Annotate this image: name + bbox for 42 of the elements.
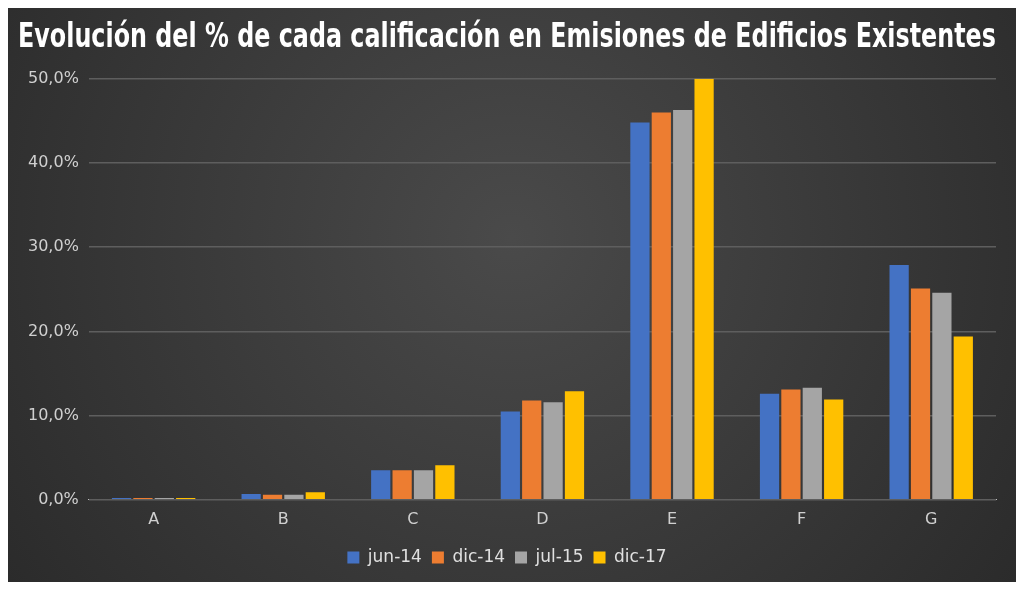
x-tick-label: C [407, 508, 419, 528]
bar [824, 399, 844, 500]
x-tick-label: D [536, 508, 549, 528]
legend-label: jul-15 [534, 545, 584, 566]
bar [543, 402, 563, 500]
legend-label: jun-14 [366, 545, 422, 566]
chart-title: Evolución del % de cada calificación en Emisiones de Edificios Existentes [18, 15, 996, 56]
bar [371, 470, 391, 500]
bar [630, 122, 650, 500]
x-tick-label: E [666, 508, 678, 528]
bar [781, 389, 801, 500]
legend-label: dic-14 [452, 545, 506, 566]
legend-label: dic-17 [614, 545, 667, 566]
bar [910, 288, 931, 500]
x-tick-label: F [797, 508, 807, 528]
bar [392, 470, 412, 500]
bar [435, 465, 455, 500]
bar [694, 78, 714, 500]
y-tick-label: 40,0% [28, 152, 79, 172]
bar [673, 109, 693, 500]
bar [564, 391, 585, 500]
bar [305, 492, 325, 500]
bar [953, 336, 973, 500]
y-tick-label: 10,0% [28, 404, 79, 424]
bar [262, 494, 283, 500]
bar [413, 470, 434, 500]
x-tick-label: G [925, 508, 938, 528]
y-tick-label: 20,0% [28, 320, 79, 340]
bar [802, 387, 822, 500]
bar [522, 400, 542, 500]
y-tick-label: 0,0% [38, 488, 79, 508]
x-tick-label: B [277, 508, 289, 528]
bar [651, 112, 671, 500]
bar [759, 393, 780, 500]
bar [500, 411, 520, 500]
y-tick-label: 30,0% [28, 236, 79, 256]
y-tick-label: 50,0% [28, 67, 79, 87]
bar [889, 264, 909, 500]
bar [932, 292, 952, 500]
bar [284, 494, 304, 500]
bar [241, 493, 261, 500]
x-tick-label: A [148, 508, 160, 528]
